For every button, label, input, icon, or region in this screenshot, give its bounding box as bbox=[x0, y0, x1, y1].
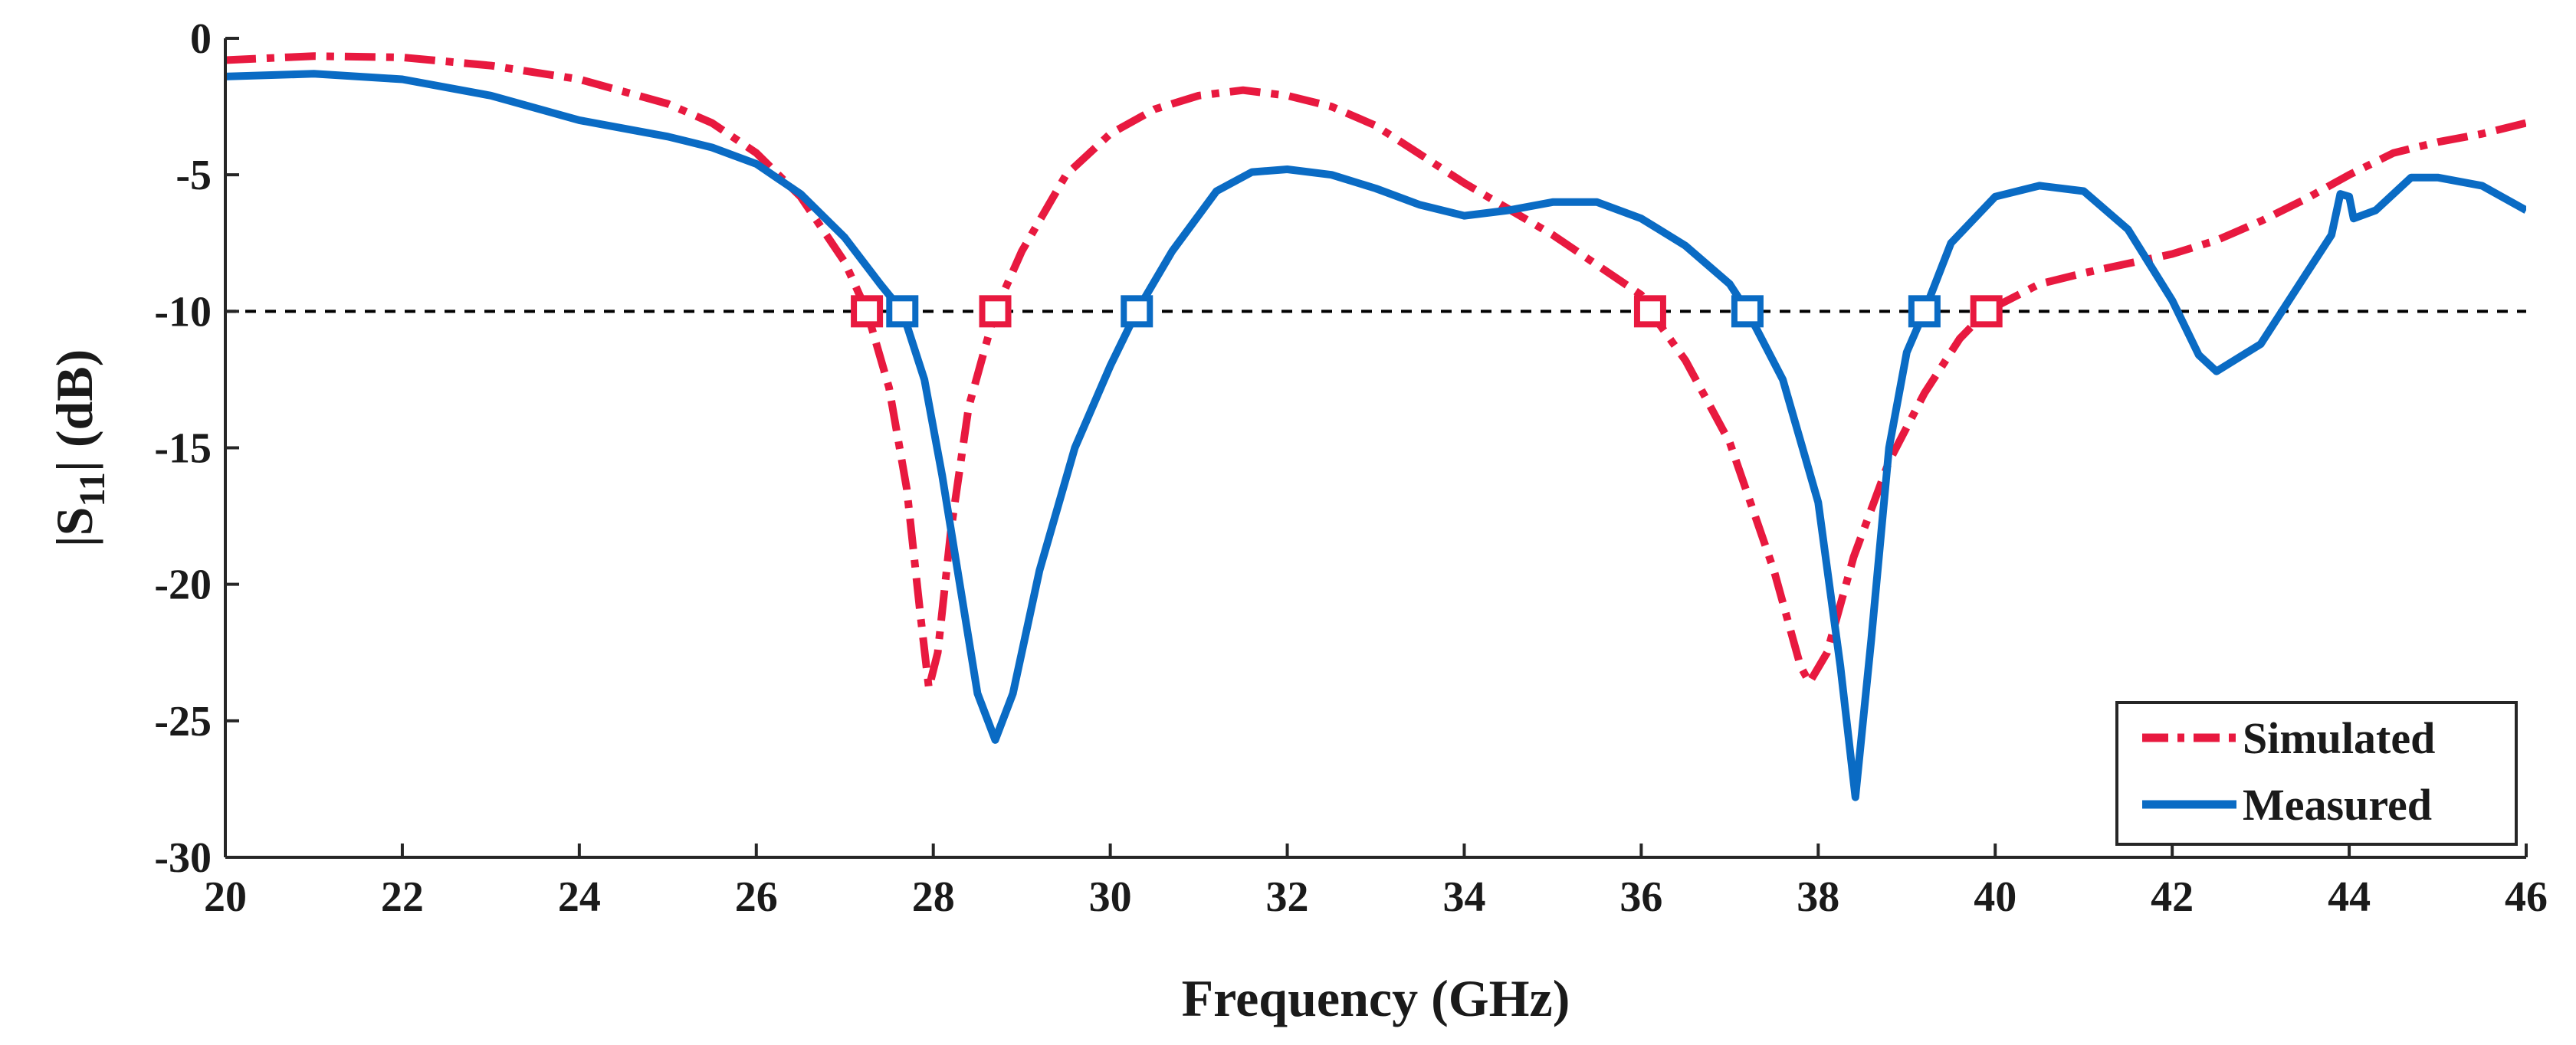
legend-label-measured: Measured bbox=[2243, 780, 2432, 830]
x-tick-label: 26 bbox=[735, 873, 778, 921]
x-tick-label: 36 bbox=[1619, 873, 1662, 921]
y-axis-label-prefix: |S bbox=[45, 507, 103, 548]
x-tick-label: 42 bbox=[2151, 873, 2194, 921]
x-tick-label: 28 bbox=[912, 873, 955, 921]
y-axis-label-subscript: 11 bbox=[72, 472, 113, 506]
x-tick-label: 32 bbox=[1266, 873, 1309, 921]
marker-simulated bbox=[1970, 295, 2003, 328]
y-tick-label: -5 bbox=[176, 152, 212, 199]
x-tick-label: 30 bbox=[1089, 873, 1132, 921]
series-line-simulated bbox=[225, 52, 2526, 693]
x-tick-label: 22 bbox=[381, 873, 424, 921]
marker-simulated bbox=[1633, 295, 1666, 328]
marker-simulated bbox=[979, 295, 1012, 328]
marker-measured bbox=[1731, 295, 1764, 328]
x-tick-label: 40 bbox=[1974, 873, 2016, 921]
legend-box bbox=[2115, 701, 2518, 846]
series-line-measured bbox=[225, 70, 2526, 801]
marker-simulated bbox=[851, 295, 884, 328]
y-tick-label: -10 bbox=[154, 288, 212, 336]
marker-measured bbox=[1908, 295, 1941, 328]
y-tick-label: -20 bbox=[154, 562, 212, 609]
y-axis-label-suffix: | (dB) bbox=[45, 349, 103, 472]
x-tick-label: 24 bbox=[558, 873, 601, 921]
y-tick-label: 0 bbox=[190, 15, 212, 63]
marker-measured bbox=[1121, 295, 1153, 328]
x-tick-label: 46 bbox=[2505, 873, 2548, 921]
x-tick-label: 44 bbox=[2328, 873, 2371, 921]
legend: Simulated Measured bbox=[2115, 701, 2518, 846]
x-tick-label: 34 bbox=[1442, 873, 1485, 921]
y-tick-label: -30 bbox=[154, 834, 212, 882]
marker-measured bbox=[886, 295, 919, 328]
legend-label-simulated: Simulated bbox=[2243, 713, 2435, 763]
x-tick-label: 38 bbox=[1797, 873, 1839, 921]
y-tick-label: -25 bbox=[154, 698, 212, 745]
y-axis-label: |S11| (dB) bbox=[45, 349, 113, 548]
x-axis-label: Frequency (GHz) bbox=[1182, 969, 1570, 1027]
y-tick-label: -15 bbox=[154, 425, 212, 473]
x-tick-label: 20 bbox=[204, 873, 247, 921]
